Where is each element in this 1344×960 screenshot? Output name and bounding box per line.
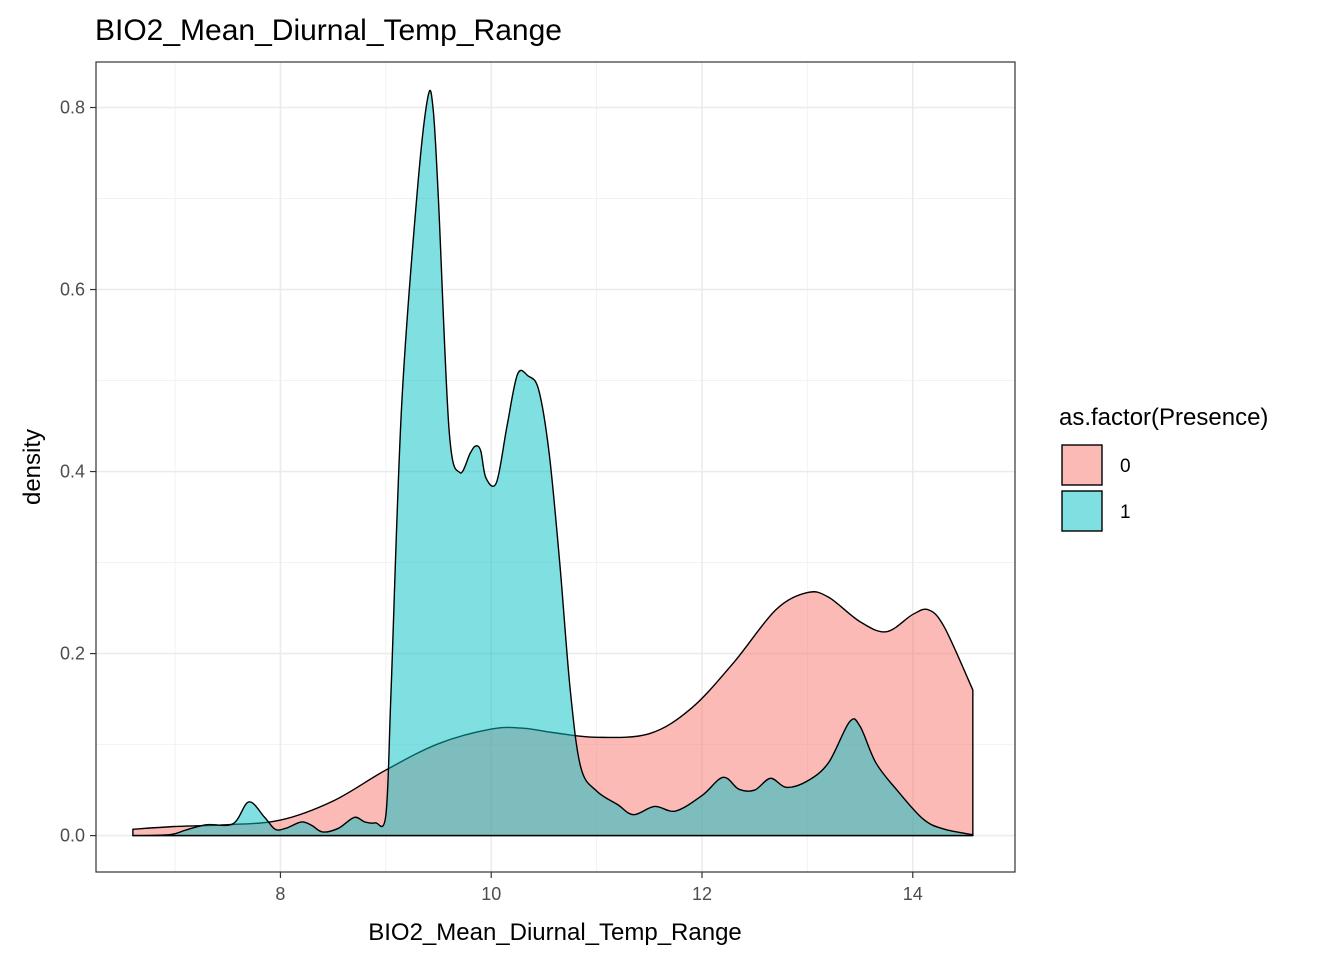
x-axis: 8 10 12 14 — [275, 872, 923, 904]
x-tick-label: 8 — [275, 884, 285, 904]
y-tick-label: 0.2 — [60, 644, 85, 664]
legend-items: 01 — [1061, 444, 1131, 532]
x-tick-label: 10 — [481, 884, 501, 904]
density-area-1 — [132, 89, 974, 837]
y-tick-label: 0.4 — [60, 462, 85, 482]
y-tick-label: 0.0 — [60, 826, 85, 846]
plot-panel — [95, 61, 1016, 873]
panel-border — [95, 61, 1016, 873]
legend-key-0 — [1061, 444, 1103, 486]
x-tick-label: 14 — [903, 884, 923, 904]
y-axis: 0.0 0.2 0.4 0.6 0.8 — [60, 98, 96, 846]
density-area-0 — [132, 591, 974, 837]
chart-title: BIO2_Mean_Diurnal_Temp_Range — [95, 14, 562, 47]
series-layer — [132, 89, 974, 837]
legend-title: as.factor(Presence) — [1059, 404, 1268, 431]
legend-label-1: 1 — [1120, 502, 1131, 523]
y-axis-title: density — [19, 429, 46, 505]
legend-label-0: 0 — [1120, 456, 1131, 477]
legend: as.factor(Presence) 01 — [1059, 404, 1268, 532]
x-tick-label: 12 — [692, 884, 712, 904]
legend-key-1 — [1061, 490, 1103, 532]
y-tick-label: 0.6 — [60, 280, 85, 300]
y-tick-label: 0.8 — [60, 98, 85, 118]
x-axis-title: BIO2_Mean_Diurnal_Temp_Range — [368, 919, 742, 946]
